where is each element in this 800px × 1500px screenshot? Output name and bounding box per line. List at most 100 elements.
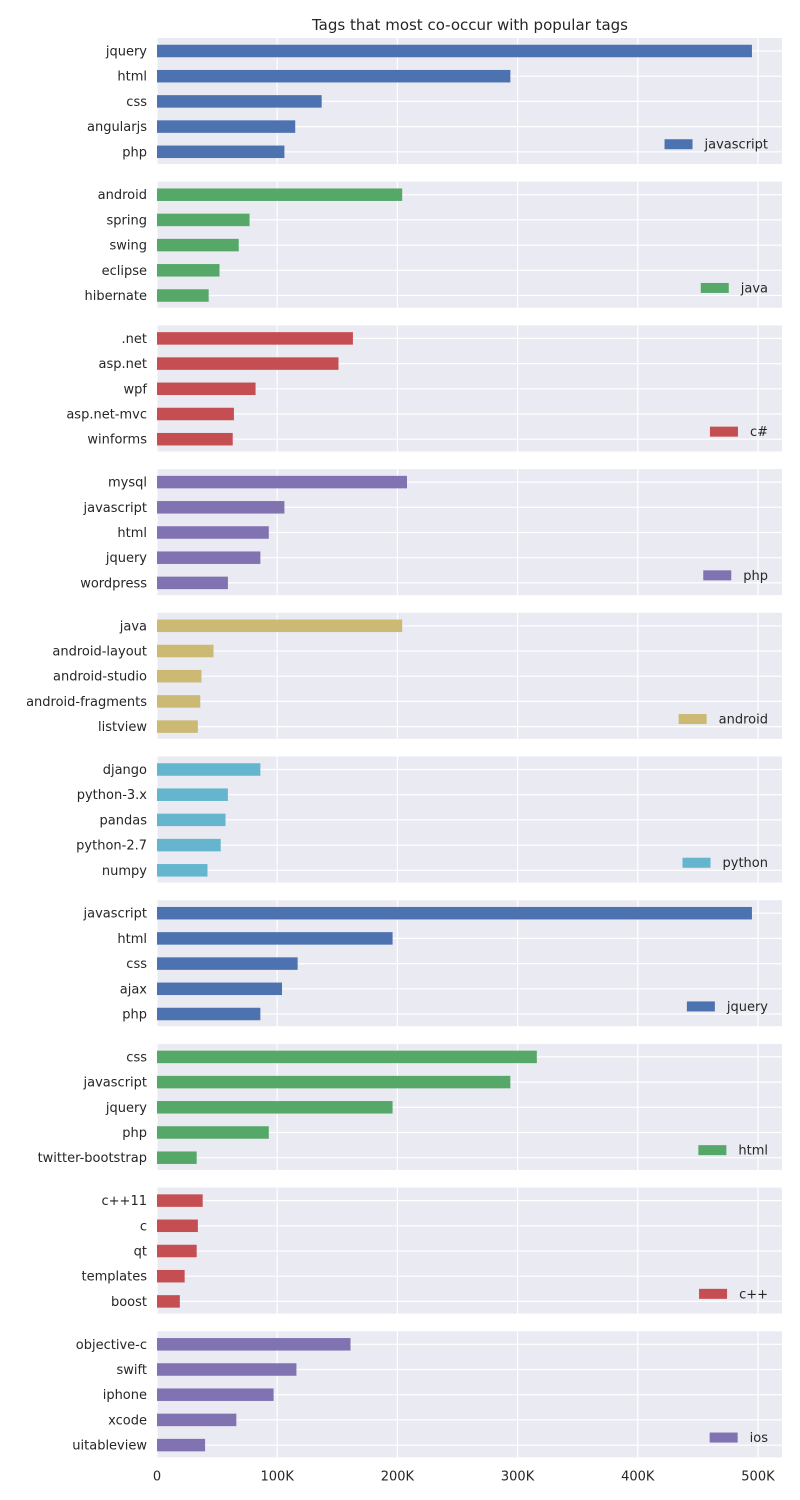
category-label: asp.net [99, 357, 147, 372]
bar-javascript-css [157, 95, 322, 108]
bar-c++-c++11 [157, 1194, 203, 1207]
category-label: javascript [83, 501, 147, 516]
category-label: django [103, 763, 147, 778]
legend-swatch [699, 1288, 728, 1299]
category-label: swing [109, 239, 147, 254]
category-label: wpf [124, 382, 148, 397]
bar-php-mysql [157, 475, 407, 489]
bar-jquery-html [157, 932, 393, 945]
bar-java-eclipse [157, 264, 220, 277]
legend-swatch [682, 857, 711, 868]
panel-javascript: jquery html css angularjs php javascript [87, 38, 782, 164]
legend-swatch [686, 1001, 715, 1012]
legend-ios: ios [709, 1431, 768, 1446]
bar-c#-asp.net-mvc [157, 407, 234, 421]
category-label: html [117, 70, 147, 85]
legend-label: php [743, 569, 768, 584]
panel-python: django python-3.x pandas python-2.7 numpy pyt… [76, 756, 782, 883]
category-label: python-2.7 [76, 839, 147, 854]
category-label: jquery [105, 551, 147, 566]
bar-python-pandas [157, 813, 226, 827]
category-label: spring [107, 213, 147, 228]
category-label: boost [111, 1295, 147, 1310]
bar-jquery-javascript [157, 906, 752, 920]
bar-php-javascript [157, 501, 285, 514]
category-label: pandas [100, 813, 148, 828]
category-label: javascript [83, 1076, 147, 1091]
bar-c++-c [157, 1219, 198, 1233]
legend-html: html [698, 1144, 768, 1159]
legend-php: php [703, 569, 768, 584]
legend-android: android [678, 713, 768, 728]
legend-swatch [709, 426, 738, 437]
bar-html-javascript [157, 1075, 511, 1089]
bar-php-jquery [157, 551, 261, 564]
category-label: android-layout [52, 645, 147, 660]
bar-javascript-php [157, 145, 285, 159]
category-label: templates [82, 1270, 148, 1285]
bar-android-android-layout [157, 644, 214, 658]
bar-c#-wpf [157, 382, 256, 396]
category-label: ajax [120, 982, 148, 997]
bar-c++-templates [157, 1269, 185, 1283]
category-label: c++11 [102, 1194, 147, 1209]
bar-java-swing [157, 238, 239, 252]
category-label: css [126, 95, 147, 110]
panel-java: android spring swing eclipse hibernate java [84, 181, 782, 308]
category-label: mysql [108, 476, 147, 491]
category-label: winforms [87, 433, 147, 448]
bar-ios-swift [157, 1363, 297, 1376]
category-label: javascript [83, 907, 147, 922]
bar-html-twitter-bootstrap [157, 1151, 197, 1164]
category-label: html [117, 932, 147, 947]
legend-c++: c++ [699, 1287, 768, 1302]
bar-html-css [157, 1050, 537, 1064]
category-label: xcode [108, 1413, 147, 1428]
category-label: css [126, 957, 147, 972]
bar-javascript-jquery [157, 44, 752, 58]
panel-c++: c++11 c qt templates boost c++ [82, 1187, 782, 1314]
bar-javascript-html [157, 69, 511, 83]
bar-php-html [157, 526, 269, 539]
bar-android-listview [157, 720, 198, 733]
bar-c++-boost [157, 1295, 180, 1308]
category-label: php [122, 145, 147, 160]
panel-html: css javascript jquery php twitter-bootstrap h… [38, 1043, 782, 1170]
category-label: swift [117, 1363, 147, 1378]
chart-title: Tags that most co-occur with popular tag… [311, 16, 628, 34]
legend-label: jquery [726, 1000, 768, 1015]
legend-label: c# [750, 425, 768, 440]
bar-html-jquery [157, 1101, 393, 1114]
bar-java-hibernate [157, 289, 209, 302]
legend-label: android [719, 713, 768, 728]
bar-java-spring [157, 213, 250, 227]
legend-label: c++ [739, 1287, 768, 1302]
bar-java-android [157, 188, 403, 201]
x-tick-label: 300K [501, 1469, 535, 1484]
bar-ios-iphone [157, 1388, 274, 1401]
category-label: uitableview [72, 1439, 147, 1454]
category-label: android [98, 188, 147, 203]
bar-jquery-ajax [157, 982, 282, 996]
legend-javascript: javascript [664, 138, 768, 153]
category-label: python-3.x [77, 788, 148, 803]
panel-php: mysql javascript html jquery wordpress php [80, 469, 782, 596]
bar-python-python-2.7 [157, 838, 221, 852]
legend-label: javascript [704, 138, 768, 153]
bar-php-wordpress [157, 576, 228, 590]
legend-java: java [700, 281, 768, 296]
panels-layer: jquery html css angularjs php javascript andro… [26, 38, 782, 1458]
category-label: jquery [105, 1101, 147, 1116]
bar-jquery-php [157, 1007, 261, 1021]
category-label: qt [134, 1245, 147, 1260]
bar-python-numpy [157, 864, 208, 877]
bar-jquery-css [157, 957, 298, 970]
panel-android: java android-layout android-studio android-… [26, 612, 782, 739]
panel-ios: objective-c swift iphone xcode uitableview io… [72, 1331, 782, 1458]
category-label: numpy [102, 864, 147, 879]
category-label: angularjs [87, 120, 147, 135]
panel-jquery: javascript html css ajax php jquery [83, 900, 782, 1027]
bar-c#-winforms [157, 432, 233, 446]
